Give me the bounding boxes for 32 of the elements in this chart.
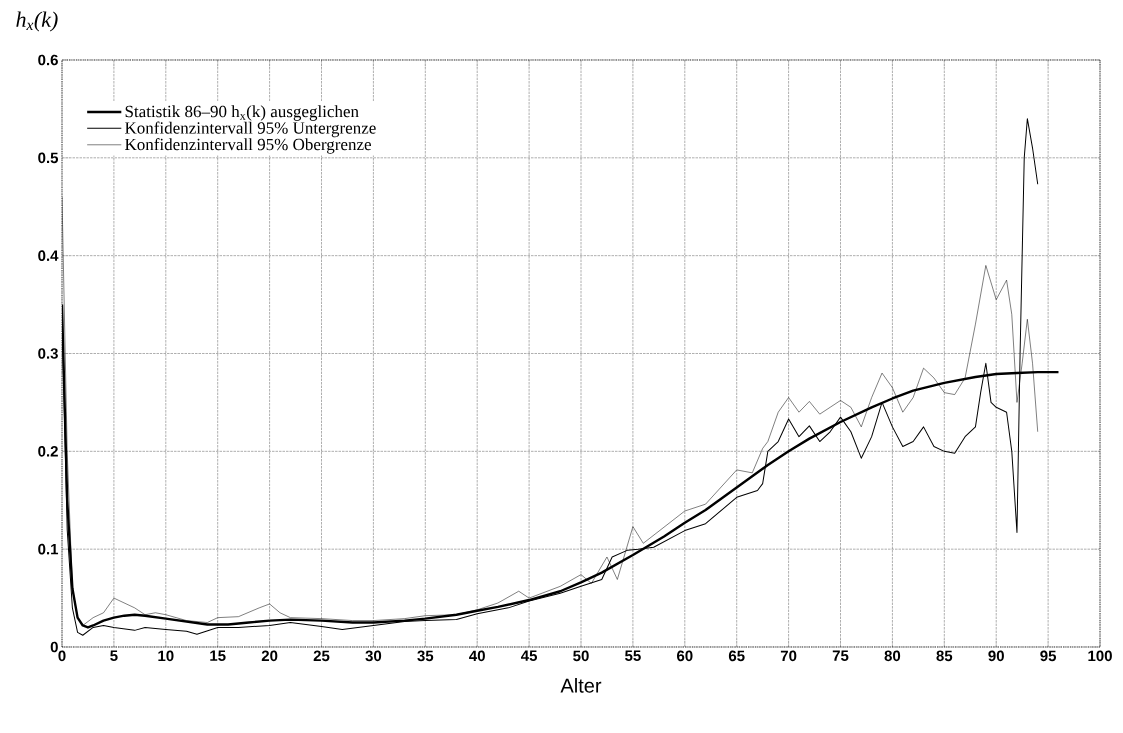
y-tick-label: 0.5 xyxy=(38,152,59,164)
x-tick-label: 40 xyxy=(469,650,485,662)
y-tick-label: 0.3 xyxy=(38,348,58,359)
y-tick-label: 0.1 xyxy=(38,543,59,555)
x-tick-label: 20 xyxy=(261,650,278,662)
x-tick-label: 25 xyxy=(313,650,330,662)
x-tick-label: 45 xyxy=(520,650,538,661)
y-tick-label: 0 xyxy=(50,641,58,653)
x-tick-label: 10 xyxy=(158,650,174,662)
y-tick-label: 0.2 xyxy=(38,446,58,457)
x-axis-title: Alter xyxy=(560,678,602,693)
y-axis-title: h$_{x}$(k) xyxy=(16,11,58,32)
y-tick-label: 0.4 xyxy=(38,250,59,261)
x-tick-label: 55 xyxy=(625,650,641,661)
legend-label: Konfidenzintervall 95% Obergrenze xyxy=(125,138,371,154)
y-tick-label: 0.6 xyxy=(38,54,58,66)
x-tick-label: 30 xyxy=(365,650,382,662)
x-tick-label: 100 xyxy=(1088,650,1112,662)
legend-label: Konfidenzintervall 95% Untergrenze xyxy=(125,121,376,138)
x-tick-label: 80 xyxy=(884,650,901,662)
x-tick-label: 50 xyxy=(573,650,589,662)
x-tick-label: 15 xyxy=(210,650,226,661)
x-tick-label: 90 xyxy=(988,650,1004,662)
x-tick-label: 95 xyxy=(1040,650,1057,662)
legend-label: Statistik 86–90 h$_{x}$(k) ausgeglichen xyxy=(125,105,359,121)
x-tick-label: 35 xyxy=(417,650,434,662)
x-tick-label: 65 xyxy=(728,650,745,662)
x-tick-label: 85 xyxy=(936,650,953,662)
x-tick-label: 75 xyxy=(832,650,849,661)
x-tick-label: 5 xyxy=(110,650,118,661)
x-tick-label: 70 xyxy=(780,650,797,662)
x-tick-label: 60 xyxy=(677,650,693,662)
